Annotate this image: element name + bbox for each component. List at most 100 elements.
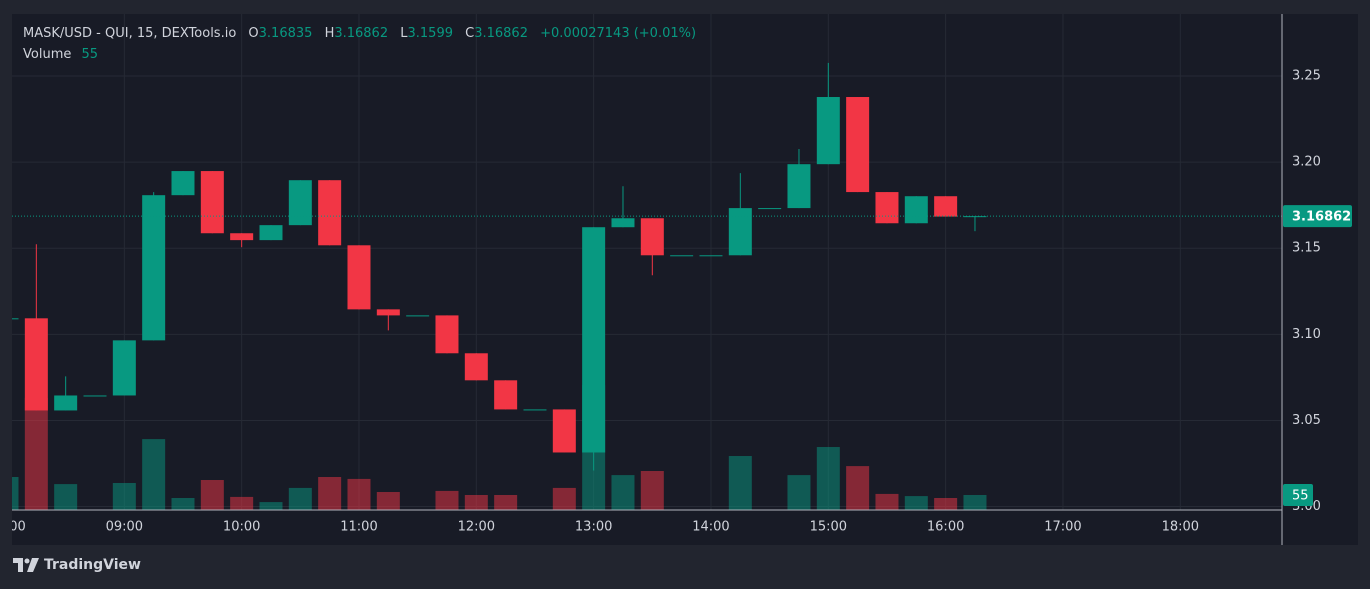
- candle-body: [758, 208, 782, 210]
- candle-body: [376, 309, 400, 316]
- candle-body: [934, 196, 958, 217]
- legend-key: O: [248, 26, 259, 41]
- legend-value: 3.16835: [258, 26, 313, 41]
- candle-body: [24, 318, 48, 411]
- volume-bar: [112, 483, 136, 510]
- x-tick-label: 14:00: [692, 520, 729, 535]
- brand-logo[interactable]: TradingView: [13, 557, 141, 573]
- y-tick-label: 3.05: [1292, 413, 1321, 428]
- volume-tag-bg: [1283, 484, 1313, 507]
- chart-background: [12, 14, 1358, 545]
- candle-body: [816, 97, 840, 165]
- candle-body: [728, 208, 752, 256]
- volume-bar: [552, 487, 576, 510]
- candle-body: [12, 318, 19, 320]
- brand-icon: [13, 558, 39, 572]
- volume-bar: [464, 495, 488, 510]
- legend-value: 3.16862: [474, 26, 528, 41]
- volume-bar: [640, 471, 664, 510]
- x-tick-label: 15:00: [810, 520, 847, 535]
- candle-body: [787, 164, 811, 209]
- candle-body: [347, 245, 371, 310]
- x-tick-label: 17:00: [1044, 520, 1081, 535]
- x-tick-label: 18:00: [1162, 520, 1199, 535]
- candle-body: [54, 395, 78, 411]
- candle-body: [406, 315, 430, 317]
- volume-bar: [846, 466, 870, 510]
- legend-value: 55: [81, 47, 99, 62]
- volume-bar: [12, 477, 19, 510]
- y-tick-label: 3.10: [1292, 327, 1321, 342]
- x-tick-label: 08:00: [0, 520, 26, 535]
- x-tick-label: 12:00: [458, 520, 495, 535]
- x-tick-label: 13:00: [575, 520, 612, 535]
- volume-bar: [200, 480, 224, 510]
- x-tick-label: 10:00: [223, 520, 260, 535]
- candle-body: [200, 171, 224, 234]
- candle-body: [963, 216, 987, 218]
- legend-value: 3.1599: [407, 26, 454, 41]
- legend-key: Volume: [23, 47, 72, 62]
- candle-body: [611, 218, 635, 228]
- candle-body: [846, 97, 870, 193]
- legend-key: L: [400, 26, 408, 41]
- volume-bar: [171, 498, 195, 510]
- volume-bar: [318, 477, 342, 510]
- legend-value: 3.16862: [334, 26, 389, 41]
- volume-bar: [54, 484, 78, 510]
- volume-bar: [376, 492, 400, 510]
- candle-body: [259, 225, 283, 241]
- symbol-title: MASK/USD - QUI, 15, DEXTools.io: [23, 26, 237, 41]
- volume-tag: 55: [1292, 489, 1309, 504]
- volume-bar: [142, 439, 166, 510]
- brand-name: TradingView: [44, 557, 141, 573]
- volume-bar: [875, 493, 899, 510]
- volume-bar: [230, 496, 254, 510]
- legend: MASK/USD - QUI, 15, DEXTools.io O3.16835…: [23, 23, 696, 65]
- volume-bar: [259, 502, 283, 510]
- candle-body: [171, 171, 195, 196]
- volume-bar: [435, 490, 459, 510]
- x-tick-label: 11:00: [340, 520, 377, 535]
- candle-body: [552, 409, 576, 453]
- volume-bar: [611, 475, 635, 510]
- volume-bar: [816, 447, 840, 510]
- volume-bar: [934, 498, 958, 510]
- x-tick-label: 16:00: [927, 520, 964, 535]
- legend-change: +0.00027143 (+0.01%): [540, 26, 697, 41]
- volume-bar: [904, 496, 928, 510]
- candle-body: [904, 196, 928, 224]
- volume-bar: [494, 495, 518, 510]
- legend-key: H: [324, 26, 335, 41]
- volume-bar: [963, 495, 987, 510]
- volume-bar: [24, 397, 48, 510]
- candle-body: [670, 255, 694, 257]
- y-tick-label: 3.15: [1292, 241, 1321, 256]
- volume-bar: [288, 487, 312, 510]
- x-tick-label: 09:00: [106, 520, 143, 535]
- legend-row: MASK/USD - QUI, 15, DEXTools.io O3.16835…: [23, 23, 696, 44]
- volume-bar: [347, 478, 371, 510]
- candle-body: [230, 233, 254, 241]
- candle-body: [582, 227, 606, 453]
- price-tag: 3.16862: [1292, 210, 1351, 225]
- candle-body: [875, 192, 899, 224]
- y-tick-label: 3.20: [1292, 155, 1321, 170]
- candle-body: [494, 380, 518, 410]
- candle-body: [640, 218, 664, 256]
- candle-body: [523, 409, 547, 411]
- candle-body: [464, 353, 488, 381]
- candle-body: [83, 395, 107, 397]
- candle-body: [318, 180, 342, 246]
- volume-bar: [728, 456, 752, 510]
- candle-body: [699, 255, 723, 257]
- candle-body: [142, 195, 166, 341]
- price-tag-bg: [1283, 205, 1352, 228]
- legend-row: Volume 55: [23, 44, 696, 65]
- candle-body: [435, 315, 459, 354]
- legend-key: C: [465, 26, 475, 41]
- y-tick-label: 3.25: [1292, 69, 1321, 84]
- candle-body: [112, 340, 136, 396]
